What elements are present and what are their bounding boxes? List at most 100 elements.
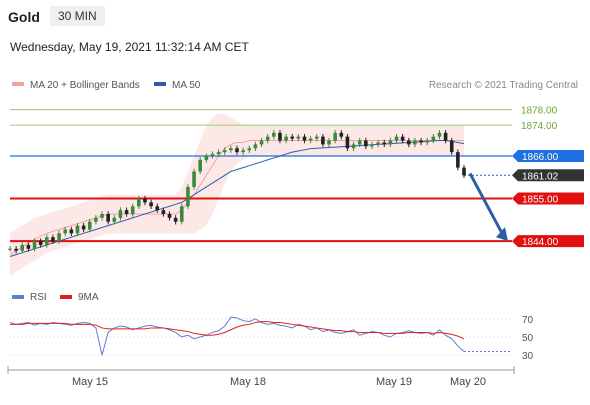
legend-label-2: MA 50 [172,80,201,91]
candle-body-18 [112,217,117,222]
forecast-arrow-shaft [468,172,505,236]
candle-body-49 [302,136,307,141]
rsi-tick-1: 70 [522,315,534,326]
candle-body-51 [314,136,319,139]
candle-body-10 [63,229,68,234]
symbol-label: Gold [8,9,40,25]
candle-body-5 [32,241,37,249]
candle-body-28 [173,217,178,222]
rsi-tick-2: 50 [522,333,534,344]
candle-body-26 [161,210,166,214]
candle-body-45 [278,132,282,141]
candle-body-69 [425,140,429,143]
candle-body-30 [186,186,190,207]
candle-body-24 [149,202,153,207]
candle-body-25 [155,206,160,211]
candle-body-72 [443,132,448,141]
candle-body-64 [394,136,399,141]
candle-body-39 [241,150,245,153]
level-label-6: 1844.00 [522,237,559,248]
candle-body-75 [462,167,466,176]
x-tick-1: May 15 [72,376,108,388]
candle-body-37 [229,148,233,151]
level-label-2: 1874.00 [521,121,558,132]
candle-body-63 [388,140,393,145]
candle-body-17 [106,214,110,222]
candle-body-41 [253,144,258,149]
candle-body-7 [45,237,49,245]
level-label-4: 1861.02 [522,171,559,182]
candle-body-16 [100,214,104,218]
candle-body-62 [382,142,387,145]
x-tick-4: May 20 [450,376,486,388]
legend-swatch-1 [12,82,24,86]
candle-body-54 [333,132,337,141]
top-bar: Gold 30 MIN [0,0,590,34]
candle-body-60 [370,144,374,147]
candle-body-13 [81,225,86,230]
level-label-3: 1866.00 [522,152,559,163]
candle-body-31 [192,171,196,187]
level-tag-6 [512,235,584,248]
rsi-ma9-line [10,321,465,340]
candle-body-70 [431,136,436,141]
candle-body-21 [130,206,135,214]
candle-body-22 [137,198,141,207]
candle-body-67 [413,140,417,145]
candle-body-6 [38,241,43,245]
timeframe-badge[interactable]: 30 MIN [50,6,105,26]
legend-label-1: MA 20 + Bollinger Bands [30,80,140,91]
candle-body-61 [376,142,380,145]
rsi-line [9,316,465,356]
rsi-legend-swatch-2 [60,295,72,299]
datetime-label: Wednesday, May 19, 2021 11:32:14 AM CET [10,40,249,54]
candle-body-73 [449,140,454,153]
candle-body-34 [210,154,215,156]
level-label-5: 1855.00 [522,195,559,206]
candle-body-9 [57,233,61,242]
candle-body-68 [419,140,423,143]
ma20-line [9,140,464,256]
candle-body-2 [14,248,18,251]
rsi-tick-3: 30 [522,351,534,362]
candle-body-50 [308,138,313,141]
candle-body-65 [400,136,405,141]
candle-body-8 [51,237,55,242]
candle-body-66 [406,140,411,145]
candle-body-33 [204,156,209,160]
candle-body-74 [456,152,460,168]
candle-body-1 [8,248,12,250]
bollinger-band-area [10,113,464,276]
candle-body-40 [247,148,252,151]
candle-body-59 [364,140,368,147]
candle-body-55 [339,132,344,137]
candle-body-52 [321,136,325,145]
candle-body-38 [235,148,239,153]
level-tag-5 [512,192,584,205]
rsi-legend-label-1: RSI [30,292,47,303]
rsi-legend-swatch-1 [12,295,24,299]
candle-body-58 [357,140,362,145]
candle-body-48 [296,136,301,139]
candle-body-71 [437,132,442,137]
candle-body-3 [20,244,25,251]
candle-body-35 [216,152,221,155]
candle-body-15 [94,217,98,222]
candle-body-44 [272,132,276,137]
candle-body-12 [75,225,80,234]
level-tag-4 [512,169,584,182]
candle-body-20 [124,210,129,214]
x-tick-2: May 18 [230,376,266,388]
candle-body-19 [118,210,123,218]
forecast-arrow-head [496,227,508,242]
ma50-line [9,140,465,258]
candle-body-11 [69,229,74,234]
level-tag-3 [512,150,584,162]
candle-body-56 [345,136,350,149]
candle-body-46 [284,136,288,141]
candle-body-29 [179,206,184,222]
candle-body-27 [167,214,172,218]
candle-body-57 [351,144,356,149]
source-note: Research © 2021 Trading Central [429,80,578,91]
